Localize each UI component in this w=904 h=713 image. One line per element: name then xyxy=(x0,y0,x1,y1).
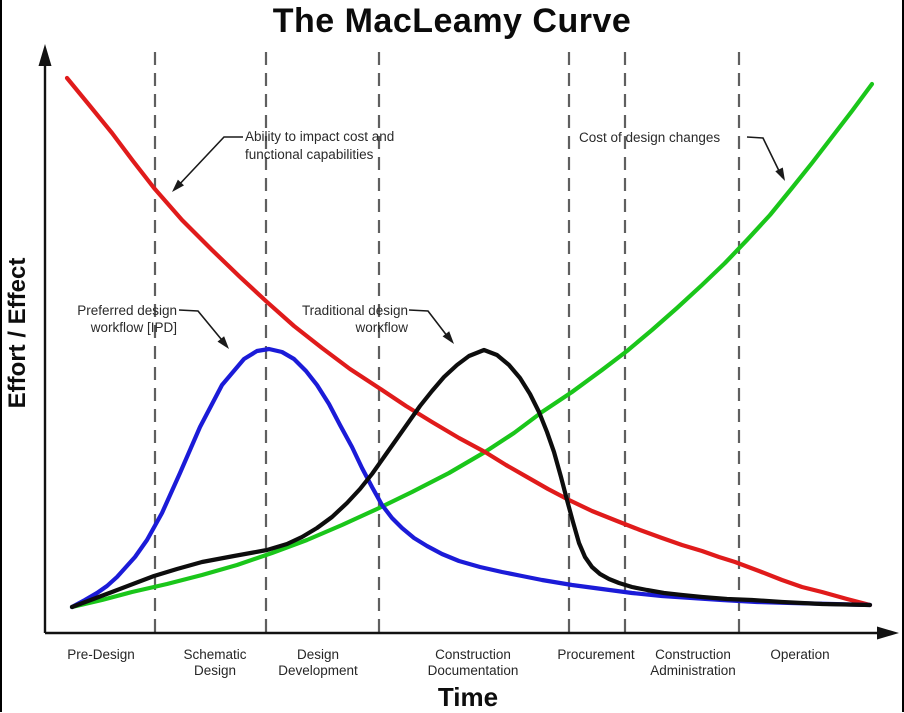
x-axis-label: Time xyxy=(437,682,499,712)
cost-of-design-changes-curve xyxy=(69,81,875,610)
preferred-arrowhead-icon xyxy=(217,336,229,349)
axis-arrowheads xyxy=(38,44,899,640)
phase-label-schematic-design: Schematic Design xyxy=(183,647,247,678)
annotation-cost-of-design-changes: Cost of design changes xyxy=(579,129,720,147)
phase-label-design-development: Design Development xyxy=(278,647,358,678)
preferred-ipd-workflow-curve xyxy=(69,346,873,610)
impact-leader-line xyxy=(175,136,243,189)
chart-title: The MacLeamy Curve xyxy=(272,2,632,40)
phase-label-procurement: Procurement xyxy=(557,647,635,662)
ability-to-impact-curve xyxy=(64,75,873,608)
annotation-traditional-line2: workflow xyxy=(355,320,408,335)
annotation-traditional-workflow: Traditional design workflow xyxy=(290,302,408,336)
traditional-leader-line xyxy=(408,309,452,342)
preferred-leader-line xyxy=(178,309,227,346)
annotation-preferred-line2: workflow [IPD] xyxy=(90,320,177,335)
phase-divider-lines xyxy=(153,52,741,632)
annotation-preferred-line1: Preferred design xyxy=(77,303,177,318)
annotation-ability-line1: Ability to impact cost and xyxy=(245,129,395,144)
annotation-traditional-line1: Traditional design xyxy=(301,303,408,318)
annotation-cost-line1: Cost of design changes xyxy=(579,130,721,145)
annotation-leaders xyxy=(175,136,783,346)
traditional-workflow-curve xyxy=(69,347,873,610)
cost-arrowhead-icon xyxy=(775,167,785,181)
impact-arrowhead-icon xyxy=(172,179,184,192)
axes xyxy=(43,62,880,635)
phase-label-construction-administration: Construction Administration xyxy=(650,647,736,678)
annotation-ability-line2: functional capabilities xyxy=(245,147,374,162)
annotation-preferred-workflow: Preferred design workflow [IPD] xyxy=(57,302,177,336)
traditional-arrowhead-icon xyxy=(442,331,454,344)
y-axis-arrowhead xyxy=(38,44,52,66)
phase-label-operation: Operation xyxy=(770,647,830,662)
phase-label-pre-design: Pre-Design xyxy=(67,647,135,662)
annotation-arrowheads xyxy=(172,167,785,349)
phase-label-construction-documentation: Construction Documentation xyxy=(427,647,519,678)
annotation-ability-to-impact: Ability to impact cost and functional ca… xyxy=(245,128,394,164)
cost-leader-line xyxy=(746,136,783,178)
x-axis-arrowhead xyxy=(877,626,899,640)
